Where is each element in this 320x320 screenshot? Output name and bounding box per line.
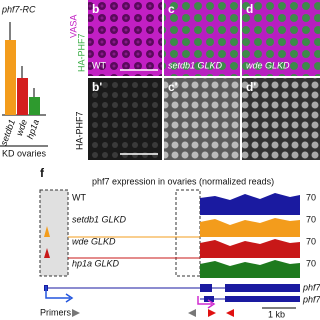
track-max: 70 [306,236,316,246]
panel-letter: c [168,2,175,16]
tss-arrow [45,286,70,299]
image [164,0,240,76]
panel-label: setdb1 GLKD [168,60,223,70]
panel-a-title: phf7-RC [1,4,36,14]
track-label: hp1a GLKD [72,258,120,268]
panel-letter: f [40,166,45,180]
primers-label: Primers [40,307,71,317]
coverage [44,218,300,237]
panel-f-title: phf7 expression in ovaries (normalized r… [92,176,274,186]
exon [204,296,214,302]
bar [5,40,16,115]
panel-letter: c' [168,80,178,94]
row-label: HA-PHF7 [76,33,86,72]
primer [188,309,196,317]
highlight-box [39,189,69,277]
coverage [44,239,300,258]
primer [226,309,234,317]
tss-arrow [207,299,216,309]
panel-label: WT [92,60,106,70]
panel-letter: d' [246,80,256,94]
bar [29,97,40,115]
exon [225,284,300,292]
primer [72,309,80,317]
coverage [200,193,300,215]
row-label: VASA [68,15,78,38]
scale-label: 1 kb [268,309,285,319]
panel-letter: d [246,2,253,16]
primer [208,309,216,317]
gene-label: phf7 [302,282,320,292]
track-label: WT [72,192,86,202]
track-max: 70 [306,192,316,202]
highlight-box [175,189,201,277]
tss-arrow [65,293,74,303]
bar [17,78,28,115]
image [164,78,240,160]
image [242,0,320,76]
track-label: setdb1 GLKD [72,214,127,224]
exon [200,284,212,292]
panel-label: wde GLKD [246,60,290,70]
image [88,0,162,76]
track-max: 70 [306,214,316,224]
gene-label: phf7 [302,294,320,304]
tss-arrow [197,296,212,305]
track-max: 70 [306,258,316,268]
panel-a-xlabel: KD ovaries [2,148,47,158]
track-label: wde GLKD [72,236,116,246]
image [242,78,320,160]
panel-letter: b' [92,80,102,94]
coverage [200,260,300,278]
exon [225,296,300,302]
panel-letter: b [92,2,99,16]
row-label: HA-PHF7 [74,111,84,150]
image [88,78,162,160]
